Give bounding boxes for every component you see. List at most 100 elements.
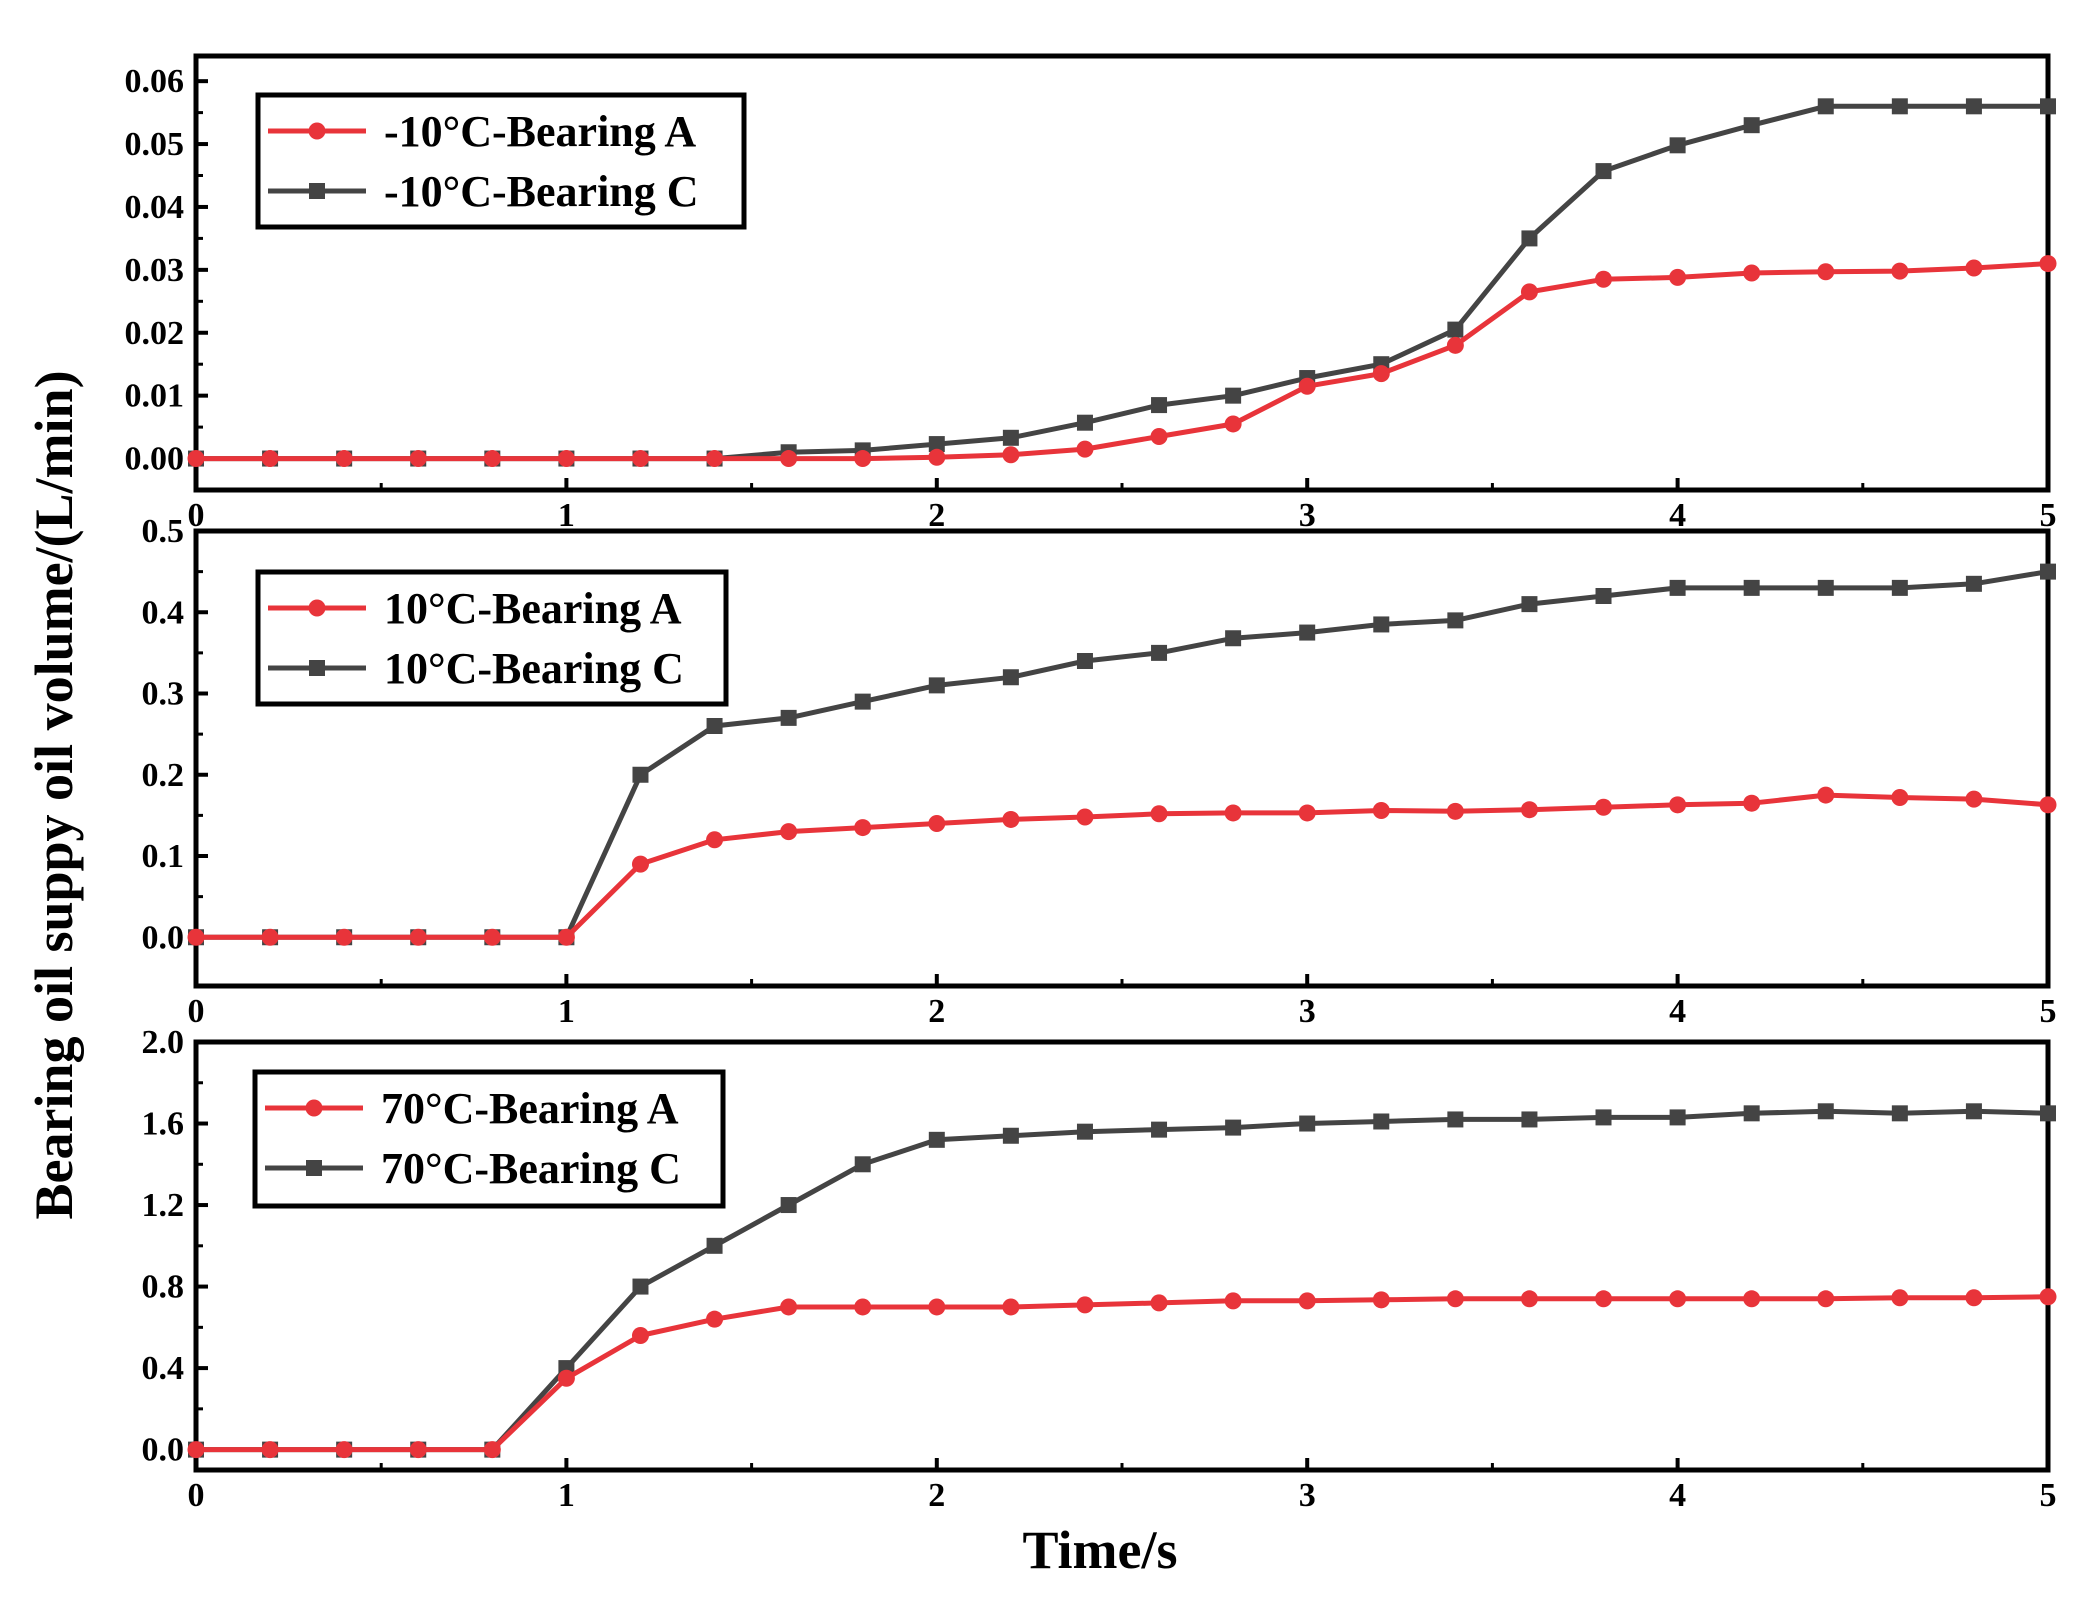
data-point [1372, 365, 1390, 383]
legend-entry: -10°C-Bearing A [268, 107, 696, 156]
data-point [928, 677, 945, 694]
data-point [1447, 1111, 1464, 1128]
y-tick-label: 0.05 [125, 126, 185, 163]
data-point [854, 819, 872, 837]
data-point [2039, 796, 2057, 814]
data-point [706, 831, 724, 849]
legend-marker [305, 1099, 323, 1117]
data-point [928, 448, 946, 466]
data-point [557, 1369, 575, 1387]
x-tick-label: 2 [928, 497, 945, 534]
legend-box [252, 1069, 726, 1209]
legend-box [255, 569, 729, 707]
data-point [1743, 1105, 1760, 1122]
data-point [780, 1298, 798, 1316]
x-tick-label: 0 [188, 1477, 205, 1514]
legend-entry: 70°C-Bearing A [265, 1084, 679, 1133]
data-point [928, 1131, 945, 1148]
data-point [2039, 1288, 2057, 1306]
data-point [1520, 283, 1538, 301]
y-tick-label: 0.0 [142, 919, 185, 956]
data-point [1372, 802, 1390, 819]
data-point [1743, 794, 1761, 812]
data-point [1817, 1290, 1835, 1308]
data-point [1076, 808, 1094, 826]
data-point [854, 1156, 871, 1173]
data-point [1743, 1290, 1761, 1308]
data-point [409, 928, 427, 946]
data-point [1150, 1294, 1168, 1312]
data-point [1520, 801, 1538, 819]
data-point [1595, 1109, 1612, 1126]
data-point [1817, 1103, 1834, 1120]
data-point [1965, 790, 1983, 808]
y-tick-label: 0.0 [142, 1432, 185, 1469]
data-point [706, 450, 724, 468]
data-point [335, 928, 353, 946]
data-point [1150, 805, 1168, 823]
data-point [1002, 1127, 1019, 1144]
data-point [1298, 1292, 1316, 1310]
legend-marker [306, 1160, 322, 1176]
data-point [1373, 1113, 1390, 1130]
data-point [1965, 1289, 1983, 1307]
data-point [483, 1441, 501, 1459]
series-bearing-a [187, 786, 2057, 946]
y-tick-label: 0.1 [142, 838, 185, 875]
data-point [1224, 1292, 1242, 1310]
y-tick-label: 0.5 [142, 513, 185, 550]
x-tick-label: 3 [1299, 1477, 1316, 1514]
data-point [1298, 804, 1316, 822]
legend-label: 70°C-Bearing A [381, 1084, 679, 1133]
data-point [1743, 579, 1760, 596]
legend-label: -10°C-Bearing C [384, 167, 699, 216]
data-point [631, 450, 649, 468]
data-point [1669, 1290, 1687, 1308]
data-point [1520, 1290, 1538, 1308]
data-point [1446, 1290, 1464, 1308]
data-point [1002, 669, 1019, 686]
data-point [1817, 98, 1834, 115]
x-tick-label: 1 [558, 1477, 575, 1514]
data-point [557, 450, 575, 468]
data-point [1595, 798, 1613, 816]
legend: 70°C-Bearing A 70°C-Bearing C [252, 1069, 726, 1209]
data-point [928, 1298, 946, 1316]
data-point [1151, 644, 1168, 661]
data-point [1817, 579, 1834, 596]
data-point [2039, 255, 2057, 273]
x-tick-label: 4 [1669, 1477, 1686, 1514]
data-point [261, 450, 279, 468]
data-point [2040, 1105, 2056, 1122]
data-point [1298, 377, 1316, 395]
data-point [631, 855, 649, 873]
data-point [1151, 1121, 1168, 1138]
data-point [631, 1326, 649, 1344]
panels: 0 1 2 3 4 50.000.010.020.030.040.050.06-10°C-… [125, 53, 2057, 1514]
data-point [1299, 1115, 1316, 1132]
data-point [1743, 264, 1761, 282]
data-point [1891, 98, 1908, 115]
data-point [1002, 429, 1019, 446]
data-point [483, 928, 501, 946]
data-point [1891, 1289, 1909, 1307]
x-tick-label: 4 [1669, 497, 1686, 534]
data-point [706, 718, 723, 734]
y-tick-label: 0.03 [125, 252, 185, 289]
data-point [1891, 262, 1909, 280]
data-point [1669, 137, 1686, 154]
x-tick-label: 5 [2040, 497, 2057, 534]
data-point [1669, 1109, 1686, 1126]
data-point [1965, 259, 1983, 277]
data-point [1372, 1291, 1390, 1309]
legend-marker [308, 122, 326, 140]
legend-entry: 70°C-Bearing C [265, 1144, 681, 1193]
data-point [409, 450, 427, 468]
data-point [1669, 796, 1687, 814]
x-tick-label: 0 [188, 993, 205, 1030]
data-point [1150, 428, 1168, 446]
series-bearing-a [187, 255, 2057, 468]
data-point [261, 1441, 279, 1459]
data-point [1446, 802, 1464, 820]
